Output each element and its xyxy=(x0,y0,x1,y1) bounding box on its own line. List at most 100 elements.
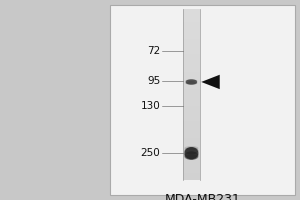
Bar xyxy=(183,19,200,20)
Bar xyxy=(183,81,200,83)
Bar xyxy=(183,94,200,96)
Bar xyxy=(183,121,200,123)
Bar xyxy=(183,167,200,168)
Bar xyxy=(183,66,200,67)
Bar xyxy=(183,49,200,50)
Polygon shape xyxy=(201,75,220,89)
Bar xyxy=(183,93,200,94)
Bar xyxy=(183,107,200,109)
Bar xyxy=(183,150,200,151)
Bar xyxy=(183,177,200,178)
Bar xyxy=(183,134,200,136)
Bar xyxy=(183,86,200,87)
Bar xyxy=(183,130,200,131)
Bar xyxy=(183,170,200,171)
Bar xyxy=(183,137,200,138)
Bar xyxy=(183,114,200,116)
Bar xyxy=(183,151,200,153)
Bar xyxy=(183,128,200,130)
Bar xyxy=(183,88,200,90)
Bar xyxy=(183,11,200,13)
Bar xyxy=(183,10,200,12)
Bar xyxy=(183,54,200,56)
Bar xyxy=(183,83,200,84)
Bar xyxy=(183,14,200,16)
Bar xyxy=(183,140,200,141)
Bar xyxy=(183,175,200,177)
Bar xyxy=(183,46,200,47)
Bar xyxy=(183,155,200,157)
Bar xyxy=(183,60,200,62)
Bar xyxy=(183,131,200,133)
Bar xyxy=(183,174,200,176)
Bar xyxy=(183,161,200,163)
Bar xyxy=(183,148,200,150)
Bar xyxy=(183,115,200,117)
Bar xyxy=(183,47,200,49)
Bar xyxy=(183,104,200,106)
Bar xyxy=(183,21,200,23)
Bar xyxy=(183,157,200,158)
Ellipse shape xyxy=(184,146,199,150)
Bar xyxy=(183,145,200,147)
Bar xyxy=(183,123,200,124)
Bar xyxy=(183,162,200,164)
Text: 250: 250 xyxy=(141,148,160,158)
Ellipse shape xyxy=(186,82,197,85)
Bar xyxy=(183,97,200,99)
Ellipse shape xyxy=(184,147,199,155)
Bar xyxy=(183,64,200,66)
Bar xyxy=(183,101,200,103)
Bar xyxy=(183,171,200,173)
Bar xyxy=(183,147,200,148)
Bar xyxy=(183,160,200,161)
Bar xyxy=(183,40,200,42)
Bar xyxy=(183,153,200,154)
Bar xyxy=(183,172,200,174)
Bar xyxy=(183,39,200,40)
Bar xyxy=(183,51,200,53)
Bar xyxy=(183,78,200,80)
Bar xyxy=(183,24,200,26)
Bar xyxy=(183,110,200,111)
Bar xyxy=(183,103,200,104)
Bar xyxy=(183,36,200,37)
Bar xyxy=(183,43,200,44)
Bar xyxy=(183,57,200,59)
Bar xyxy=(183,124,200,126)
Bar xyxy=(183,9,200,10)
Bar xyxy=(183,23,200,24)
Bar xyxy=(183,90,200,91)
Text: 95: 95 xyxy=(147,76,160,86)
Bar xyxy=(183,84,200,86)
Bar xyxy=(183,33,200,34)
Bar xyxy=(183,34,200,36)
Bar xyxy=(183,16,200,17)
Bar xyxy=(183,164,200,166)
Bar xyxy=(183,141,200,143)
Bar xyxy=(183,117,200,119)
Bar xyxy=(110,5,295,195)
Bar xyxy=(183,37,200,39)
Ellipse shape xyxy=(186,79,197,85)
Bar xyxy=(183,135,200,137)
Bar xyxy=(183,30,200,32)
Bar xyxy=(183,58,200,60)
Bar xyxy=(183,70,200,72)
Bar xyxy=(183,56,200,57)
Bar xyxy=(183,80,200,81)
Bar xyxy=(183,76,200,77)
Bar xyxy=(183,108,200,110)
Bar xyxy=(183,31,200,33)
Text: 130: 130 xyxy=(141,101,160,111)
Bar xyxy=(183,127,200,128)
Bar xyxy=(183,71,200,73)
Bar xyxy=(183,44,200,46)
Bar xyxy=(183,20,200,22)
Bar xyxy=(183,138,200,140)
Bar xyxy=(183,13,200,15)
Ellipse shape xyxy=(186,79,197,82)
Bar xyxy=(183,165,200,167)
Bar xyxy=(183,100,200,101)
Bar xyxy=(183,74,200,76)
